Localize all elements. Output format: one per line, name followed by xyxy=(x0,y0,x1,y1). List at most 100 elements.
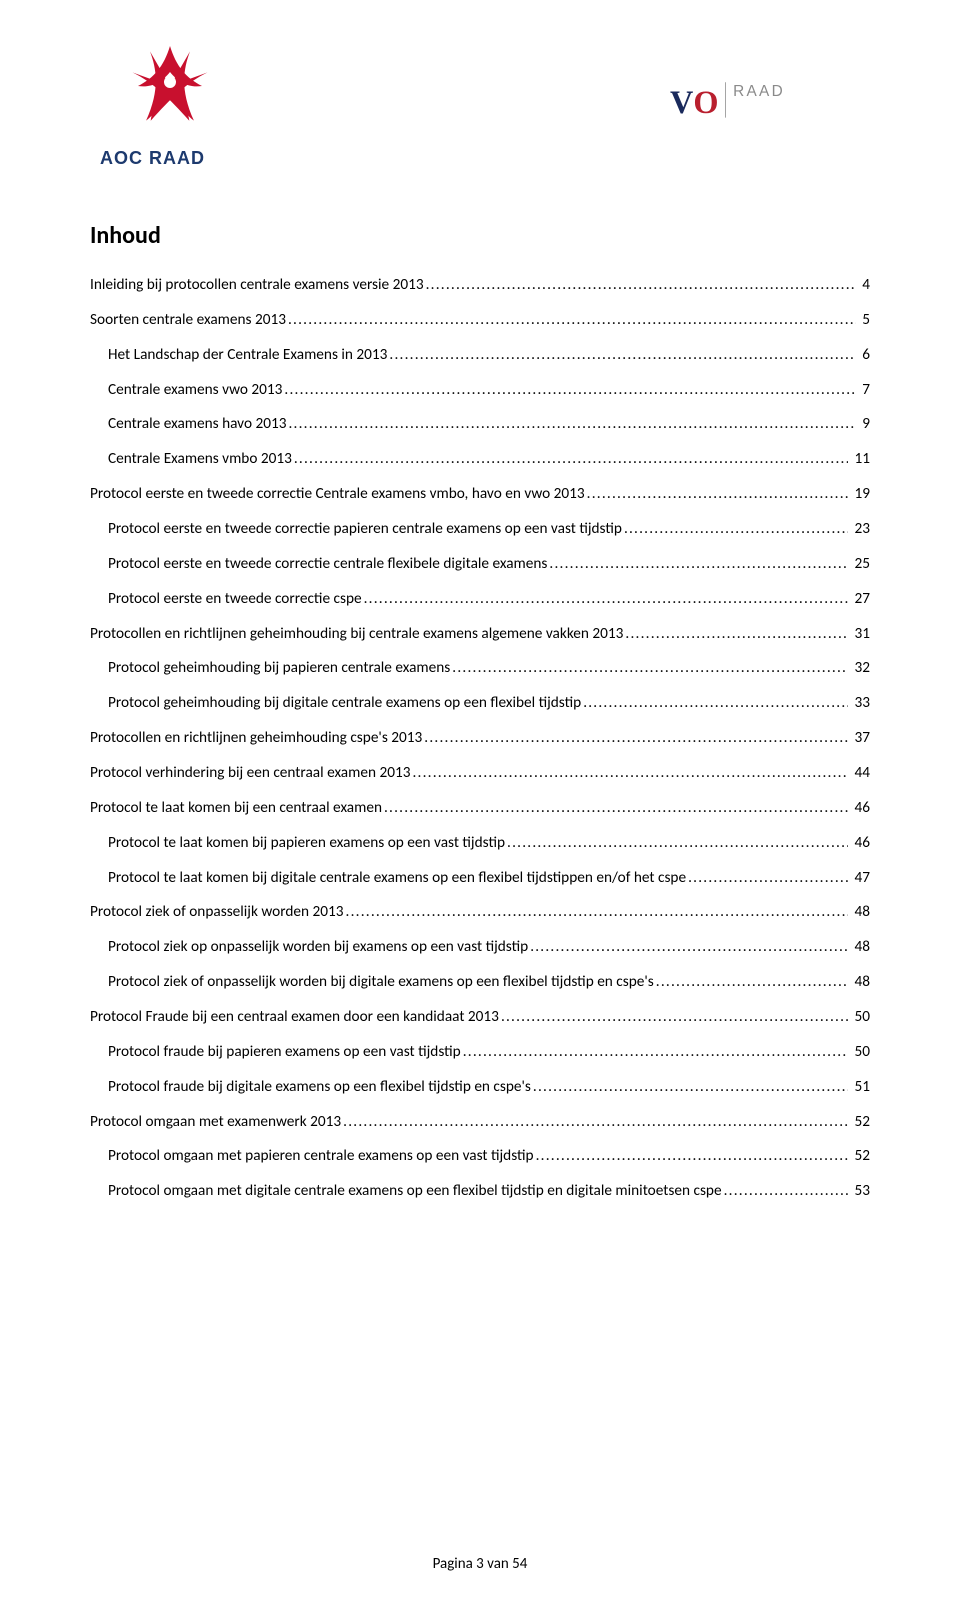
document-page: AOC RAAD VO RAAD Inhoud Inleiding bij pr… xyxy=(0,0,960,1607)
toc-entry-page: 48 xyxy=(850,936,870,958)
page-footer: Pagina 3 van 54 xyxy=(0,1555,960,1573)
toc-entry-label: Het Landschap der Centrale Examens in 20… xyxy=(108,344,387,366)
toc-entry-label: Centrale Examens vmbo 2013 xyxy=(108,448,292,470)
toc-entry[interactable]: Centrale Examens vmbo 2013 11 xyxy=(90,448,870,470)
toc-entry[interactable]: Protocol omgaan met digitale centrale ex… xyxy=(90,1180,870,1202)
toc-entry-label: Protocol fraude bij digitale examens op … xyxy=(108,1076,531,1098)
toc-entry-label: Centrale examens vwo 2013 xyxy=(108,379,282,401)
toc-leader-dots xyxy=(294,448,849,470)
toc-entry-label: Protocollen en richtlijnen geheimhouding… xyxy=(90,727,422,749)
toc-entry[interactable]: Protocol te laat komen bij een centraal … xyxy=(90,797,870,819)
toc-entry[interactable]: Inleiding bij protocollen centrale exame… xyxy=(90,274,870,296)
vo-raad-logo-text: RAAD xyxy=(733,83,785,100)
toc-entry-label: Centrale examens havo 2013 xyxy=(108,413,287,435)
toc-entry-label: Protocol eerste en tweede correctie cspe xyxy=(108,588,362,610)
toc-entry[interactable]: Protocol ziek op onpasselijk worden bij … xyxy=(90,936,870,958)
toc-entry-page: 50 xyxy=(850,1006,870,1028)
toc-entry[interactable]: Protocol ziek of onpasselijk worden bij … xyxy=(90,971,870,993)
toc-entry[interactable]: Protocol fraude bij digitale examens op … xyxy=(90,1076,870,1098)
toc-entry-page: 52 xyxy=(850,1111,870,1133)
toc-leader-dots xyxy=(284,379,856,401)
toc-leader-dots xyxy=(583,692,848,714)
toc-entry[interactable]: Protocol eerste en tweede correctie cent… xyxy=(90,553,870,575)
toc-entry-label: Protocol te laat komen bij een centraal … xyxy=(90,797,382,819)
toc-entry-page: 25 xyxy=(850,553,870,575)
aoc-raad-logo: AOC RAAD xyxy=(90,36,250,181)
toc-leader-dots xyxy=(452,657,848,679)
toc-entry-label: Protocol ziek of onpasselijk worden bij … xyxy=(108,971,654,993)
toc-entry-page: 47 xyxy=(850,867,870,889)
toc-entry[interactable]: Soorten centrale examens 2013 5 xyxy=(90,309,870,331)
toc-entry[interactable]: Protocol Fraude bij een centraal examen … xyxy=(90,1006,870,1028)
toc-entry[interactable]: Protocol eerste en tweede correctie Cent… xyxy=(90,483,870,505)
toc-entry[interactable]: Protocol eerste en tweede correctie cspe… xyxy=(90,588,870,610)
toc-entry[interactable]: Protocollen en richtlijnen geheimhouding… xyxy=(90,623,870,645)
toc-entry-page: 46 xyxy=(850,832,870,854)
toc-entry-label: Protocol omgaan met papieren centrale ex… xyxy=(108,1145,534,1167)
toc-entry[interactable]: Het Landschap der Centrale Examens in 20… xyxy=(90,344,870,366)
aoc-raad-logo-text: AOC RAAD xyxy=(100,148,205,168)
toc-leader-dots xyxy=(343,1111,848,1133)
toc-leader-dots xyxy=(624,518,849,540)
toc-leader-dots xyxy=(536,1145,849,1167)
toc-leader-dots xyxy=(549,553,848,575)
toc-entry-page: 48 xyxy=(850,971,870,993)
toc-leader-dots xyxy=(625,623,848,645)
toc-entry[interactable]: Protocol geheimhouding bij papieren cent… xyxy=(90,657,870,679)
toc-entry[interactable]: Protocol fraude bij papieren examens op … xyxy=(90,1041,870,1063)
toc-entry-label: Protocol eerste en tweede correctie cent… xyxy=(108,553,547,575)
toc-entry-page: 27 xyxy=(850,588,870,610)
toc-entry-page: 46 xyxy=(850,797,870,819)
toc-leader-dots xyxy=(530,936,848,958)
toc-entry-page: 5 xyxy=(858,309,870,331)
toc-leader-dots xyxy=(587,483,849,505)
table-of-contents: Inleiding bij protocollen centrale exame… xyxy=(90,274,870,1203)
toc-entry-page: 52 xyxy=(850,1145,870,1167)
toc-leader-dots xyxy=(426,274,857,296)
toc-entry-label: Protocol eerste en tweede correctie papi… xyxy=(108,518,622,540)
toc-entry-page: 11 xyxy=(850,448,870,470)
toc-entry-page: 51 xyxy=(850,1076,870,1098)
toc-entry-label: Protocollen en richtlijnen geheimhouding… xyxy=(90,623,623,645)
toc-entry[interactable]: Protocol omgaan met papieren centrale ex… xyxy=(90,1145,870,1167)
toc-entry-page: 37 xyxy=(850,727,870,749)
toc-entry[interactable]: Protocol eerste en tweede correctie papi… xyxy=(90,518,870,540)
toc-leader-dots xyxy=(656,971,849,993)
toc-entry[interactable]: Protocol verhindering bij een centraal e… xyxy=(90,762,870,784)
toc-entry-label: Protocol omgaan met digitale centrale ex… xyxy=(108,1180,722,1202)
toc-leader-dots xyxy=(289,413,857,435)
toc-leader-dots xyxy=(424,727,848,749)
vo-raad-logo: VO RAAD xyxy=(670,76,870,135)
toc-entry[interactable]: Centrale examens vwo 20137 xyxy=(90,379,870,401)
toc-entry-label: Soorten centrale examens 2013 xyxy=(90,309,286,331)
toc-entry[interactable]: Protocol geheimhouding bij digitale cent… xyxy=(90,692,870,714)
toc-leader-dots xyxy=(364,588,849,610)
toc-leader-dots xyxy=(463,1041,849,1063)
toc-leader-dots xyxy=(389,344,856,366)
svg-text:VO: VO xyxy=(670,84,718,120)
toc-entry-label: Protocol verhindering bij een centraal e… xyxy=(90,762,410,784)
toc-entry[interactable]: Protocol ziek of onpasselijk worden 2013… xyxy=(90,901,870,923)
toc-entry-page: 19 xyxy=(850,483,870,505)
toc-entry[interactable]: Protocol omgaan met examenwerk 2013 52 xyxy=(90,1111,870,1133)
toc-entry-page: 32 xyxy=(850,657,870,679)
toc-entry[interactable]: Protocol te laat komen bij papieren exam… xyxy=(90,832,870,854)
toc-entry-page: 50 xyxy=(850,1041,870,1063)
toc-entry-page: 31 xyxy=(850,623,870,645)
toc-leader-dots xyxy=(288,309,856,331)
toc-entry-label: Protocol te laat komen bij digitale cent… xyxy=(108,867,686,889)
toc-leader-dots xyxy=(384,797,848,819)
toc-entry-label: Inleiding bij protocollen centrale exame… xyxy=(90,274,424,296)
toc-entry[interactable]: Centrale examens havo 20139 xyxy=(90,413,870,435)
toc-entry-page: 44 xyxy=(850,762,870,784)
toc-entry-page: 53 xyxy=(850,1180,870,1202)
toc-leader-dots xyxy=(507,832,848,854)
toc-entry-label: Protocol eerste en tweede correctie Cent… xyxy=(90,483,585,505)
toc-entry-label: Protocol omgaan met examenwerk 2013 xyxy=(90,1111,341,1133)
toc-leader-dots xyxy=(724,1180,849,1202)
toc-entry[interactable]: Protocollen en richtlijnen geheimhouding… xyxy=(90,727,870,749)
toc-entry[interactable]: Protocol te laat komen bij digitale cent… xyxy=(90,867,870,889)
page-title: Inhoud xyxy=(90,221,870,250)
toc-entry-page: 23 xyxy=(850,518,870,540)
toc-leader-dots xyxy=(688,867,848,889)
